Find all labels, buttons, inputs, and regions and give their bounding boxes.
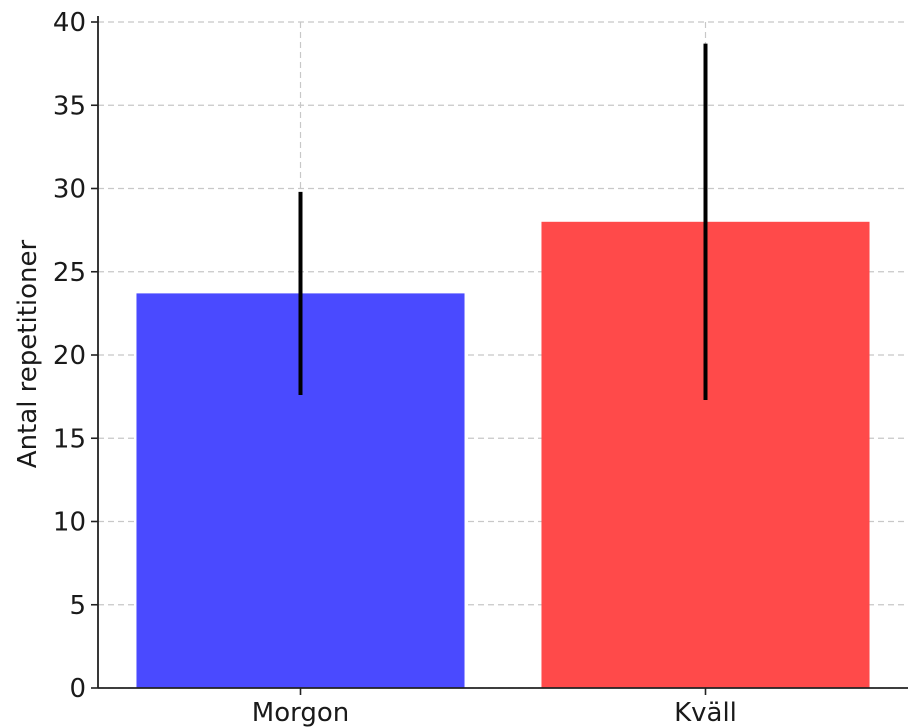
y-tick-label: 20 [53, 341, 86, 371]
x-tick-label: Kväll [674, 698, 737, 727]
labels-layer: 0 5 10 15 20 25 30 35 40 Morgon Kväll [53, 8, 737, 727]
y-tick-label: 5 [69, 591, 86, 621]
y-tick-label: 15 [53, 424, 86, 454]
x-tick-label: Morgon [252, 698, 349, 727]
y-tick-label: 25 [53, 258, 86, 288]
axes-layer [91, 16, 908, 695]
y-axis-label: Antal repetitioner [13, 239, 43, 468]
y-tick-label: 0 [69, 674, 86, 704]
y-tick-label: 30 [53, 175, 86, 205]
y-tick-label: 35 [53, 91, 86, 121]
y-tick-label: 40 [53, 8, 86, 38]
bars-layer [136, 221, 870, 689]
error-bars-layer [298, 43, 708, 400]
y-tick-label: 10 [53, 508, 86, 538]
